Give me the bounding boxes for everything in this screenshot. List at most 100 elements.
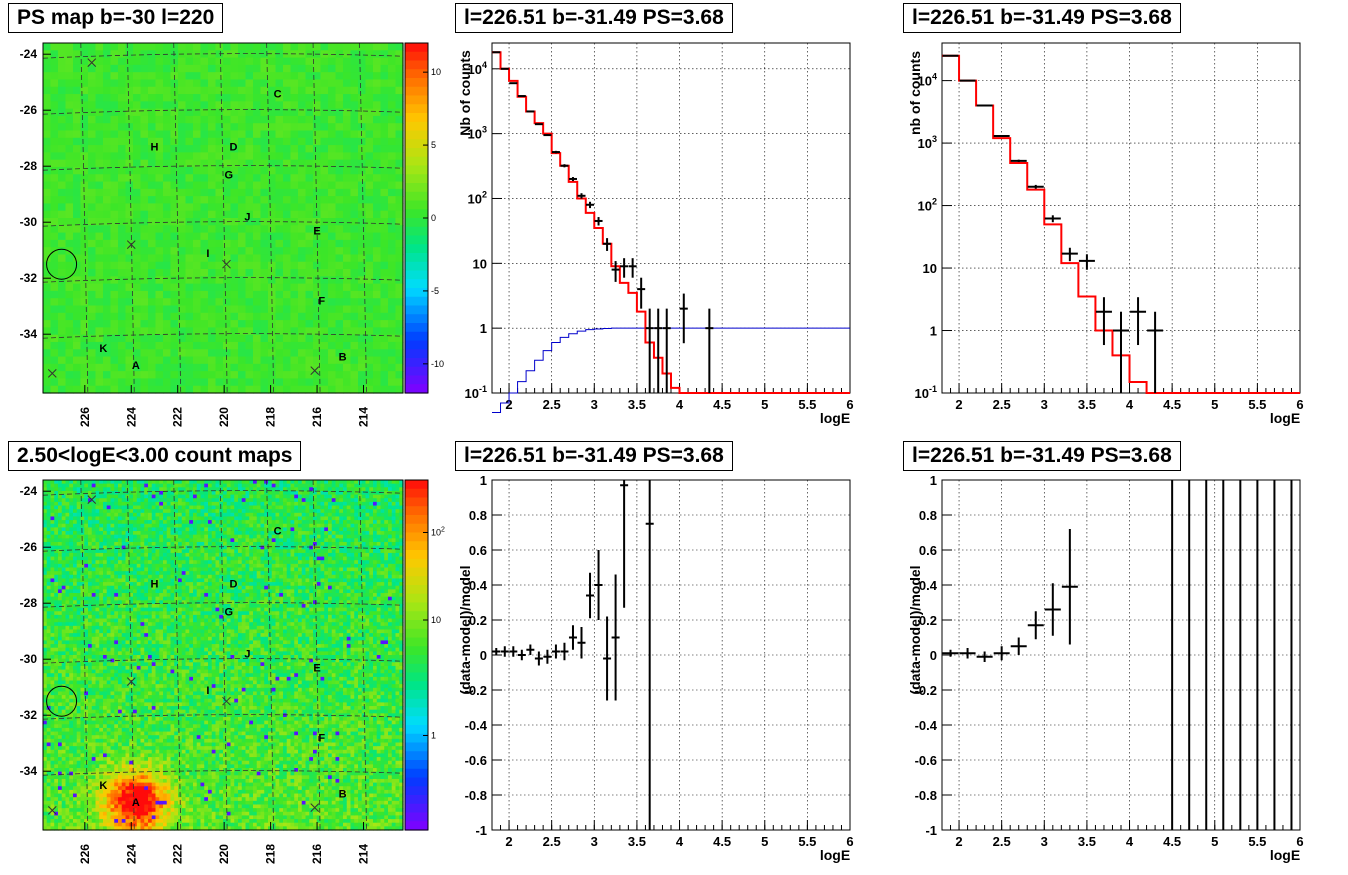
map-pixel xyxy=(110,669,115,674)
map-pixel xyxy=(103,349,112,358)
map-pixel xyxy=(95,480,100,485)
map-pixel xyxy=(50,152,59,161)
map-pixel xyxy=(46,695,52,700)
map-pixel xyxy=(298,334,307,343)
map-pixel xyxy=(358,210,367,219)
map-pixel xyxy=(200,79,209,88)
map-pixel xyxy=(395,232,404,241)
map-pixel xyxy=(76,749,82,755)
colorbar-segment xyxy=(405,349,428,359)
map-pixel xyxy=(76,797,82,802)
map-pixel xyxy=(114,527,119,532)
map-pixel xyxy=(103,793,108,798)
map-pixel xyxy=(91,480,97,485)
map-pixel xyxy=(114,797,119,802)
map-pixel xyxy=(73,676,78,682)
map-pixel xyxy=(223,101,232,110)
map-pixel xyxy=(320,225,329,234)
map-pixel xyxy=(193,108,202,117)
map-pixel xyxy=(43,808,48,813)
map-pixel xyxy=(80,305,89,314)
map-pixel xyxy=(283,276,292,285)
map-pixel xyxy=(69,797,74,802)
map-pixel xyxy=(46,768,52,773)
map-pixel xyxy=(84,527,89,532)
map-pixel xyxy=(238,378,247,387)
map-pixel xyxy=(76,640,82,645)
map-pixel xyxy=(61,600,67,605)
map-pixel xyxy=(69,738,74,744)
map-pixel xyxy=(320,94,329,102)
map-pixel xyxy=(58,815,63,820)
map-pixel xyxy=(133,498,138,503)
map-pixel xyxy=(328,188,337,197)
map-pixel xyxy=(133,305,142,314)
map-pixel xyxy=(238,334,247,343)
map-pixel xyxy=(275,225,284,234)
map-pixel xyxy=(95,50,104,59)
map-pixel xyxy=(253,159,262,168)
map-pixel xyxy=(133,531,138,536)
map-pixel xyxy=(58,520,63,525)
map-pixel xyxy=(155,64,164,73)
map-pixel xyxy=(133,487,138,492)
map-pixel xyxy=(230,166,239,175)
map-pixel xyxy=(133,811,138,817)
map-pixel xyxy=(245,57,254,66)
map-pixel xyxy=(155,218,164,226)
map-pixel xyxy=(193,101,202,110)
map-pixel xyxy=(95,706,100,711)
map-pixel xyxy=(106,516,112,521)
source-label: K xyxy=(99,343,107,355)
map-pixel xyxy=(103,753,108,758)
map-pixel xyxy=(129,782,134,787)
map-pixel xyxy=(118,574,123,580)
map-pixel xyxy=(125,527,130,532)
map-pixel xyxy=(328,334,337,343)
map-pixel xyxy=(118,523,123,528)
map-pixel xyxy=(103,290,112,299)
map-pixel xyxy=(290,312,299,321)
map-pixel xyxy=(54,596,59,601)
map-pixel xyxy=(129,563,134,569)
map-pixel xyxy=(84,808,89,813)
map-pixel xyxy=(114,622,119,627)
map-pixel xyxy=(230,305,239,314)
map-pixel xyxy=(73,512,78,518)
map-pixel xyxy=(110,680,115,685)
map-pixel xyxy=(290,269,299,277)
map-pixel xyxy=(260,247,269,256)
map-pixel xyxy=(129,549,134,554)
map-pixel xyxy=(103,789,108,795)
map-pixel xyxy=(61,713,67,718)
map-pixel xyxy=(133,563,138,569)
map-pixel xyxy=(95,665,100,671)
map-pixel xyxy=(43,159,52,168)
map-pixel xyxy=(260,385,269,394)
map-pixel xyxy=(320,115,329,124)
map-pixel xyxy=(178,115,187,124)
map-pixel xyxy=(380,334,389,343)
colorbar-segment xyxy=(405,261,428,272)
map-pixel xyxy=(54,673,59,678)
map-pixel xyxy=(84,629,89,634)
map-pixel xyxy=(103,283,112,292)
map-pixel xyxy=(80,152,89,161)
map-pixel xyxy=(46,593,52,598)
map-pixel xyxy=(110,804,115,809)
map-pixel xyxy=(54,563,59,569)
map-pixel xyxy=(380,203,389,212)
map-pixel xyxy=(350,363,359,372)
map-pixel xyxy=(54,600,59,605)
map-pixel xyxy=(298,57,307,66)
map-pixel xyxy=(283,312,292,321)
map-pixel xyxy=(118,145,127,153)
map-pixel xyxy=(106,556,112,561)
map-pixel xyxy=(388,232,397,241)
map-pixel xyxy=(133,50,142,59)
map-pixel xyxy=(395,290,404,299)
map-pixel xyxy=(69,483,74,488)
map-pixel xyxy=(200,254,209,263)
map-pixel xyxy=(73,662,78,667)
map-pixel xyxy=(61,760,67,765)
